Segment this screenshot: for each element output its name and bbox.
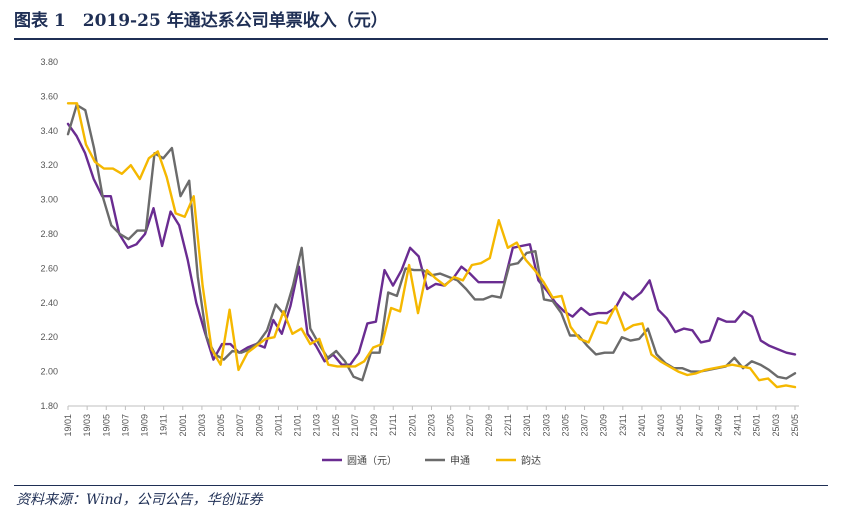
y-tick-label: 3.60 [40,91,58,101]
x-tick-label: 24/09 [713,414,723,437]
x-tick-label: 19/01 [63,414,73,437]
y-tick-label: 3.00 [40,195,58,205]
x-tick-label: 20/05 [216,414,226,437]
y-axis: 3.80 3.60 3.40 3.20 3.00 2.80 2.60 2.40 2.20 2.00… [40,57,58,411]
x-tick-label: 20/09 [254,414,264,437]
title-divider [14,38,828,40]
x-tick-label: 25/03 [771,414,781,437]
y-tick-label: 2.80 [40,229,58,239]
x-tick-label: 20/11 [273,414,283,436]
x-tick-label: 19/03 [82,414,92,437]
y-tick-label: 1.80 [40,401,58,411]
line-chart: 3.80 3.60 3.40 3.20 3.00 2.80 2.60 2.40 2.20 2.00… [40,57,800,467]
x-tick-label: 23/03 [541,414,551,437]
x-tick-label: 25/01 [752,414,762,437]
y-tick-label: 3.20 [40,160,58,170]
x-tick-label: 21/09 [369,414,379,437]
y-tick-label: 2.40 [40,298,58,308]
y-tick-label: 2.20 [40,332,58,342]
x-tick-label: 23/07 [580,414,590,437]
x-tick-label: 21/03 [312,414,322,437]
x-tick-label: 24/01 [637,414,647,437]
x-tick-label: 23/09 [599,414,609,437]
series-line-2 [66,103,797,382]
x-tick-label: 24/05 [675,414,685,437]
x-axis: 19/01 19/03 19/05 19/07 19/09 19/11 20/01 20/03… [63,405,800,437]
x-tick-label: 22/11 [503,414,513,436]
source-note: 资料来源：Wind，公司公告，华创证券 [16,492,263,508]
x-tick-label: 22/05 [446,414,456,437]
y-tick-label: 3.80 [40,57,58,67]
x-tick-label: 21/11 [388,414,398,436]
series-line-1 [66,122,797,366]
footer-divider [14,485,828,486]
x-tick-label: 22/01 [407,414,417,437]
series-layer [66,102,797,389]
x-tick-label: 22/03 [427,414,437,437]
legend-label: 韵达 [521,454,541,467]
x-tick-label: 21/07 [350,414,360,437]
x-tick-label: 19/07 [120,414,130,437]
x-tick-label: 24/11 [733,414,743,436]
x-tick-label: 20/01 [178,414,188,437]
y-tick-label: 3.40 [40,126,58,136]
x-tick-label: 23/05 [560,414,570,437]
x-tick-label: 23/01 [522,414,532,437]
x-tick-label: 24/03 [656,414,666,437]
x-tick-label: 23/11 [618,414,628,436]
y-tick-label: 2.00 [40,367,58,377]
x-tick-label: 19/11 [159,414,169,436]
x-tick-label: 19/05 [101,414,111,437]
x-tick-label: 21/05 [331,414,341,437]
x-tick-label: 21/01 [293,414,303,437]
y-tick-label: 2.60 [40,263,58,273]
x-tick-label: 24/07 [694,414,704,437]
legend: 圆通（元） 申通 韵达 [322,454,541,467]
chart-title: 图表 1 2019-25 年通达系公司单票收入（元） [14,11,388,31]
legend-label: 圆通（元） [347,455,397,467]
x-tick-label: 20/07 [235,414,245,437]
series-line-3 [66,102,797,389]
x-tick-label: 22/07 [465,414,475,437]
x-tick-label: 20/03 [197,414,207,437]
x-tick-label: 25/05 [790,414,800,437]
x-tick-label: 19/09 [140,414,150,437]
legend-label: 申通 [450,454,470,467]
x-tick-label: 22/09 [484,414,494,437]
